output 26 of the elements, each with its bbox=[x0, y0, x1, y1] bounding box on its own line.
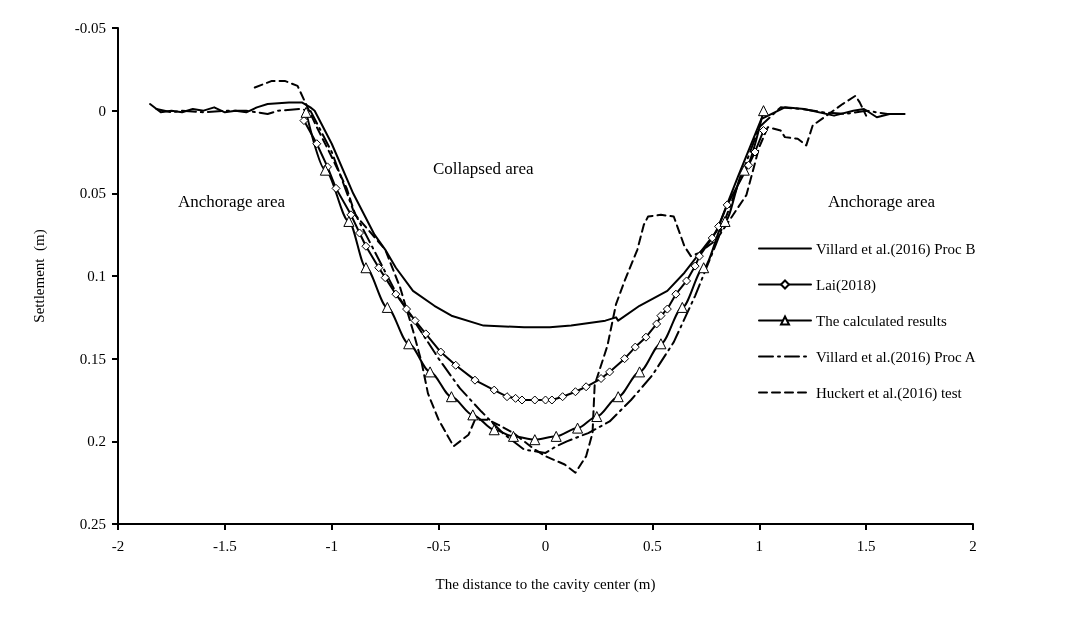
legend-label: Huckert et al.(2016) test bbox=[816, 384, 963, 402]
x-tick-label: 1 bbox=[755, 537, 763, 554]
x-tick-label: -0.5 bbox=[426, 537, 451, 554]
x-tick-label: -1.5 bbox=[213, 537, 237, 554]
annotation: Anchorage area bbox=[178, 192, 286, 211]
x-tick-label: 1.5 bbox=[856, 537, 876, 554]
x-tick-label: 2 bbox=[969, 537, 977, 554]
y-tick-label: 0.1 bbox=[87, 268, 106, 284]
annotation: Collapsed area bbox=[433, 159, 534, 178]
legend-label: The calculated results bbox=[816, 312, 947, 329]
x-tick-label: 0.5 bbox=[643, 537, 662, 554]
y-axis-title: Settlement (m) bbox=[30, 229, 48, 323]
x-tick-label: 0 bbox=[541, 537, 550, 554]
legend-label: Villard et al.(2016) Proc A bbox=[816, 348, 976, 366]
x-tick-label: -1 bbox=[325, 537, 338, 554]
x-axis-title: The distance to the cavity center (m) bbox=[435, 575, 656, 593]
legend-label: Lai(2018) bbox=[816, 276, 876, 294]
annotation: Anchorage area bbox=[828, 192, 936, 211]
legend-label: Villard et al.(2016) Proc B bbox=[816, 240, 976, 258]
y-tick-label: 0.2 bbox=[87, 433, 106, 450]
y-tick-label: -0.05 bbox=[74, 20, 106, 36]
y-tick-label: 0.25 bbox=[79, 516, 106, 532]
y-tick-label: 0 bbox=[98, 102, 106, 119]
y-tick-label: 0.15 bbox=[79, 350, 106, 367]
y-tick-label: 0.05 bbox=[79, 185, 106, 202]
x-tick-label: -2 bbox=[111, 537, 125, 554]
